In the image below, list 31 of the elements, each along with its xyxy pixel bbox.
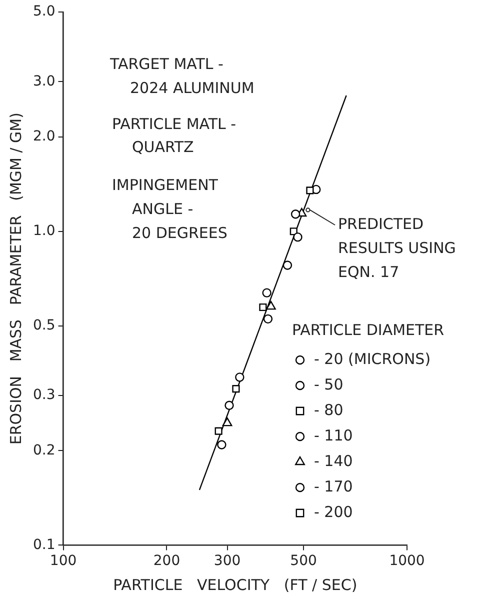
legend-label: - 200 [314,502,353,521]
legend-label: - 50 [314,375,344,394]
annotation: 2024 ALUMINUM [130,78,254,97]
annotation: 20 DEGREES [132,224,228,242]
legend-label: - 170 [314,477,353,496]
legend-label: - 140 [314,452,353,470]
annotation: IMPINGEMENT [112,176,219,194]
legend-title: PARTICLE DIAMETER [292,320,444,339]
legend-label: - 20 (MICRONS) [314,350,431,368]
x-tick-label: 500 [290,553,317,570]
y-tick-label: 0.3 [33,387,56,404]
y-tick-label: 1.0 [33,223,56,240]
y-tick-label: 0.2 [33,442,56,458]
annotation: TARGET MATL - [109,54,224,73]
annotation: QUARTZ [132,138,194,156]
annotation: PREDICTED RESULTS USING EQN. 17 [338,214,456,281]
y-tick-label: 3.0 [33,73,56,90]
y-tick-label: 5.0 [33,4,56,20]
y-tick-label: 2.0 [33,128,56,145]
legend-label: - 80 [314,400,344,419]
y-tick-label: 0.5 [33,317,56,334]
annotation: PARTICLE MATL - [112,114,236,133]
x-tick-label: 200 [153,553,180,570]
legend-label: - 110 [314,426,353,444]
y-axis-title: EROSION MASS PARAMETER (MGM / GM) [6,112,25,445]
x-tick-label: 100 [50,553,77,570]
x-axis-title: PARTICLE VELOCITY (FT / SEC) [113,576,358,594]
y-tick-label: 0.1 [33,536,56,553]
x-tick-label: 1000 [389,553,425,570]
annotation: ANGLE - [132,200,194,218]
x-tick-label: 300 [214,553,241,570]
